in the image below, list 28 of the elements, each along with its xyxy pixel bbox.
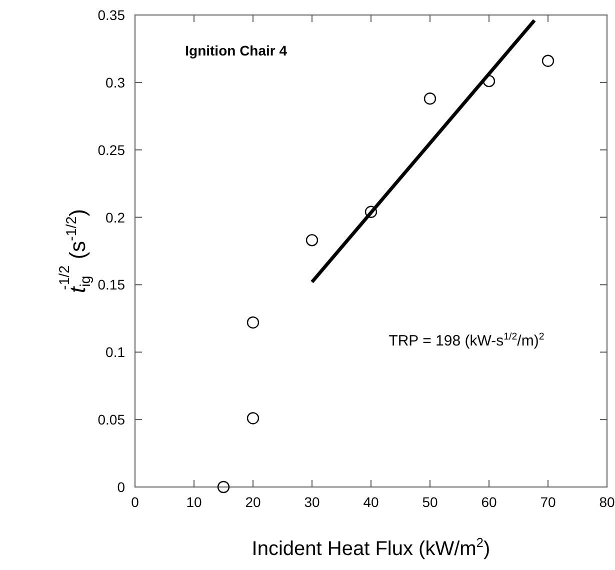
- y-tick-label: 0.05: [98, 412, 126, 428]
- y-tick-label: 0.35: [98, 7, 126, 23]
- x-tick-label: 10: [186, 494, 202, 510]
- x-axis-title: Incident Heat Flux (kW/m$^{2}$): [252, 535, 490, 560]
- y-tick-label: 0.3: [106, 74, 126, 90]
- point: [246, 412, 260, 424]
- y-tick-label: 0: [117, 479, 126, 495]
- point: [424, 92, 436, 105]
- y-tick-label: 0.2: [106, 209, 126, 226]
- x-tick-label: 40: [363, 494, 379, 510]
- x-tick-label: 80: [599, 494, 615, 510]
- x-tick-label: 60: [481, 494, 497, 510]
- text: Ignition Chair 4: [185, 42, 288, 58]
- point: [306, 234, 318, 246]
- x-tick-label: 30: [304, 494, 320, 510]
- point: [246, 316, 260, 329]
- x-tick-label: 0: [131, 494, 140, 510]
- y-tick-label: 0.1: [106, 344, 126, 360]
- y-tick-label: 0.15: [98, 276, 126, 293]
- annotation: TRP = 198 (kW-s$^{1/2}$/m)$^{2}$: [388, 332, 544, 350]
- x-tick-label: 70: [540, 494, 556, 510]
- point: [364, 206, 378, 218]
- y-tick-label: 0.25: [98, 142, 126, 158]
- x-tick-label: 50: [422, 494, 438, 510]
- point: [542, 54, 554, 67]
- point: [217, 480, 230, 494]
- point: [482, 74, 496, 88]
- x-tick-label: 20: [245, 494, 261, 510]
